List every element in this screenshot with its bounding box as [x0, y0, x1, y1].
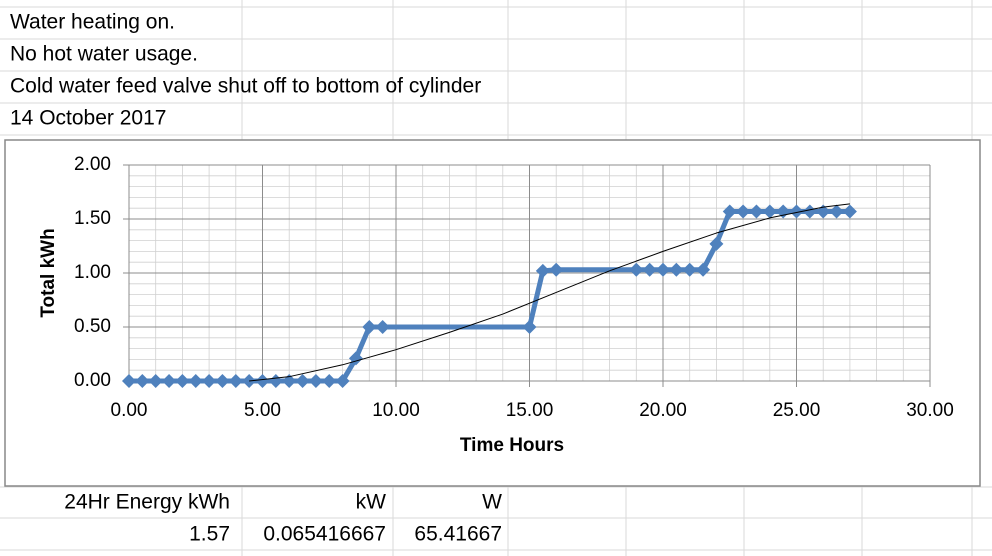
- marker: [682, 262, 697, 277]
- table-header: kW: [356, 491, 387, 514]
- marker: [789, 204, 804, 219]
- x-tick-label: 25.00: [773, 400, 821, 421]
- marker: [709, 236, 724, 251]
- marker: [522, 320, 537, 334]
- marker: [122, 374, 136, 388]
- plot-area: 0.00 0.50 1.00 1.50 2.00 0.00 5.00 10.00 15.00 20…: [74, 154, 954, 421]
- marker: [656, 262, 670, 277]
- table-header: 24Hr Energy kWh: [64, 491, 230, 514]
- marker: [375, 320, 390, 334]
- trend-line: [249, 203, 850, 382]
- marker: [148, 374, 163, 388]
- marker: [722, 204, 737, 219]
- marker: [842, 204, 857, 219]
- marker: [549, 262, 564, 277]
- x-tick-label: 0.00: [111, 400, 148, 421]
- marker: [335, 374, 350, 388]
- x-tick-label: 20.00: [639, 400, 687, 421]
- marker: [829, 204, 844, 219]
- table-cell: 65.41667: [414, 523, 502, 546]
- x-tick-label: 30.00: [906, 400, 954, 421]
- y-tick-label: 0.50: [74, 316, 111, 337]
- x-tick-label: 5.00: [244, 400, 281, 421]
- table-header: W: [482, 491, 502, 514]
- marker: [202, 374, 217, 388]
- marker: [322, 374, 337, 388]
- marker: [696, 262, 711, 277]
- marker: [215, 374, 230, 388]
- marker: [736, 204, 751, 219]
- note: Cold water feed valve shut off to bottom…: [10, 75, 481, 98]
- marker: [162, 374, 177, 388]
- y-axis-label: Total kWh: [38, 228, 59, 317]
- marker: [535, 263, 550, 278]
- note: Water heating on.: [10, 11, 175, 34]
- x-axis-label: Time Hours: [460, 435, 564, 456]
- marker: [228, 374, 243, 388]
- y-tick-label: 1.50: [74, 208, 111, 229]
- marker: [762, 204, 777, 219]
- marker: [295, 374, 310, 388]
- marker: [362, 320, 377, 334]
- marker: [135, 374, 150, 388]
- marker: [642, 262, 657, 277]
- marker: [188, 374, 203, 388]
- marker: [255, 374, 270, 388]
- y-tick-label: 0.00: [74, 370, 111, 391]
- note: 14 October 2017: [10, 107, 166, 130]
- y-tick-label: 2.00: [74, 154, 111, 175]
- marker: [749, 204, 764, 219]
- marker: [802, 204, 817, 219]
- marker: [669, 262, 684, 277]
- marker: [175, 374, 190, 388]
- table-cell: 0.065416667: [263, 523, 386, 546]
- note: No hot water usage.: [10, 43, 198, 66]
- y-tick-label: 1.00: [74, 262, 111, 283]
- marker: [629, 262, 644, 277]
- x-tick-label: 10.00: [372, 400, 420, 421]
- table-cell: 1.57: [189, 523, 230, 546]
- x-tick-label: 15.00: [506, 400, 554, 421]
- marker: [308, 374, 323, 388]
